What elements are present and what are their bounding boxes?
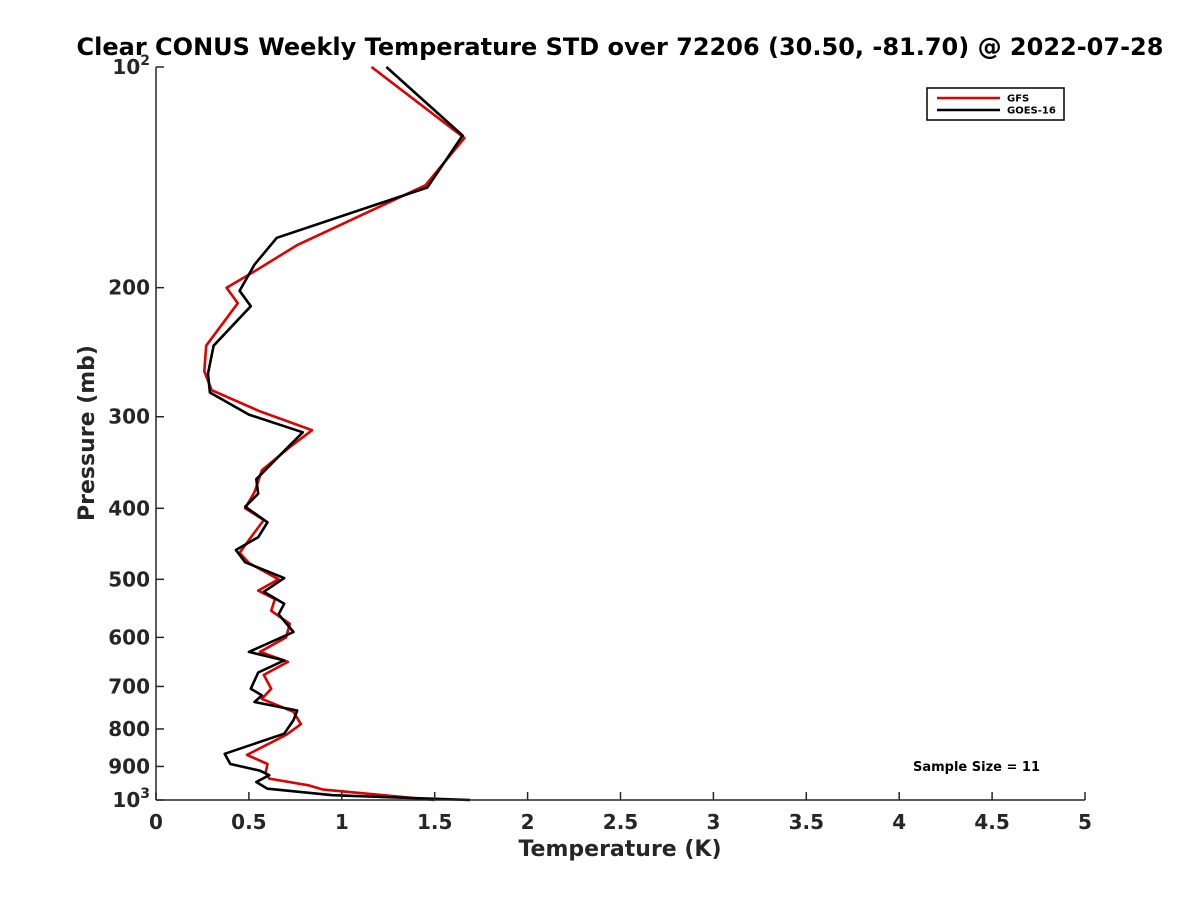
x-axis-ticks: 0 0.5 1 1.5 2 2.5 3 3.5 4 4.5 5 xyxy=(149,792,1092,834)
legend-box xyxy=(926,87,1065,121)
x-tick-label: 3 xyxy=(706,810,720,834)
y-tick-label: 900 xyxy=(108,754,150,778)
y-tick-label: 103 xyxy=(112,786,150,812)
y-axis-ticks: 102 200 300 400 500 600 700 800 900 103 xyxy=(108,53,164,812)
x-tick-label: 2.5 xyxy=(603,810,638,834)
x-tick-label: 4.5 xyxy=(974,810,1009,834)
series-line-gfs xyxy=(203,65,466,802)
x-axis-title: Temperature (K) xyxy=(518,837,721,862)
x-tick-label: 1 xyxy=(335,810,349,834)
legend-label-gfs: GFS xyxy=(1007,94,1029,105)
legend: GFS GOES-16 xyxy=(926,87,1065,121)
y-tick-label: 200 xyxy=(108,276,150,300)
y-tick-label: 800 xyxy=(108,717,150,741)
chart-title: Clear CONUS Weekly Temperature STD over … xyxy=(77,33,1164,61)
x-tick-label: 3.5 xyxy=(789,810,824,834)
x-tick-label: 2 xyxy=(521,810,535,834)
x-tick-label: 0 xyxy=(149,810,163,834)
y-axis-title: Pressure (mb) xyxy=(75,345,100,521)
y-tick-label: 400 xyxy=(108,496,150,520)
plot-area xyxy=(156,67,1085,800)
sample-size-annotation: Sample Size = 11 xyxy=(913,760,1040,775)
y-tick-label: 300 xyxy=(108,405,150,429)
y-tick-label: 500 xyxy=(108,567,150,591)
series-line-goes-16 xyxy=(206,66,471,802)
y-tick-label: 600 xyxy=(108,625,150,649)
x-tick-label: 4 xyxy=(892,810,906,834)
series-layer xyxy=(203,65,471,802)
y-tick-label: 102 xyxy=(112,53,150,79)
x-tick-label: 5 xyxy=(1078,810,1092,834)
x-tick-label: 0.5 xyxy=(231,810,266,834)
x-tick-label: 1.5 xyxy=(417,810,452,834)
legend-label-goes-16: GOES-16 xyxy=(1007,106,1056,117)
y-tick-label: 700 xyxy=(108,674,150,698)
